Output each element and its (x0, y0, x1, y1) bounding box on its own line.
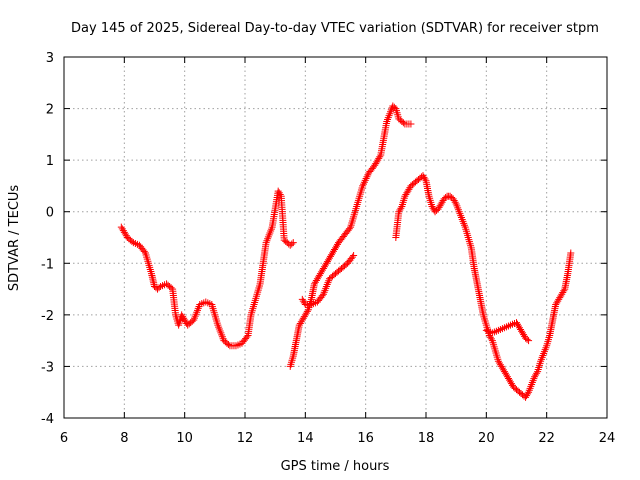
data-point (128, 237, 136, 245)
grid-layer (64, 57, 607, 418)
data-point (289, 239, 297, 247)
data-point (487, 335, 495, 343)
data-point (288, 240, 296, 248)
data-point (350, 252, 358, 260)
y-tick-label: 2 (46, 103, 54, 118)
x-axis-label: GPS time / hours (281, 459, 390, 474)
x-tick-label: 6 (60, 431, 68, 446)
data-point (560, 287, 568, 295)
data-point (276, 191, 284, 199)
y-tick-label: -4 (41, 412, 54, 427)
data-point (243, 333, 251, 341)
data-point (523, 335, 531, 343)
y-tick-label: -3 (41, 360, 54, 375)
x-tick-label: 12 (237, 431, 254, 446)
data-point (300, 299, 308, 307)
data-point (140, 247, 148, 255)
chart-title: Day 145 of 2025, Sidereal Day-to-day VTE… (71, 21, 599, 36)
data-point (421, 175, 429, 183)
x-tick-label: 22 (538, 431, 555, 446)
y-tick-label: 3 (46, 51, 54, 66)
data-point (155, 284, 163, 292)
data-point (348, 253, 356, 261)
data-point (376, 153, 384, 161)
data-point (407, 120, 415, 128)
plot-frame (63, 56, 608, 419)
data-point (303, 307, 311, 315)
x-tick-label: 20 (478, 431, 495, 446)
data-point (442, 194, 450, 202)
data-point (399, 119, 407, 127)
x-tick-label: 16 (357, 431, 374, 446)
data-point (167, 284, 175, 292)
points-layer (117, 102, 575, 401)
data-point (567, 249, 575, 257)
data-point (224, 341, 232, 349)
y-tick-label: 1 (46, 154, 54, 169)
x-tick-label: 10 (176, 431, 193, 446)
x-tick-label: 14 (297, 431, 314, 446)
x-tick-label: 18 (418, 431, 435, 446)
y-tick-label: -2 (41, 309, 54, 324)
y-axis-label: SDTVAR / TECUs (7, 185, 22, 292)
data-point (451, 198, 459, 206)
data-point (397, 204, 405, 212)
data-point (525, 337, 533, 345)
x-tick-label: 24 (599, 431, 616, 446)
data-point (524, 390, 532, 398)
y-tick-label: 0 (46, 206, 54, 221)
data-point (345, 225, 353, 233)
y-tick-label: -1 (41, 257, 54, 272)
x-tick-label: 8 (120, 431, 128, 446)
data-point (533, 369, 541, 377)
